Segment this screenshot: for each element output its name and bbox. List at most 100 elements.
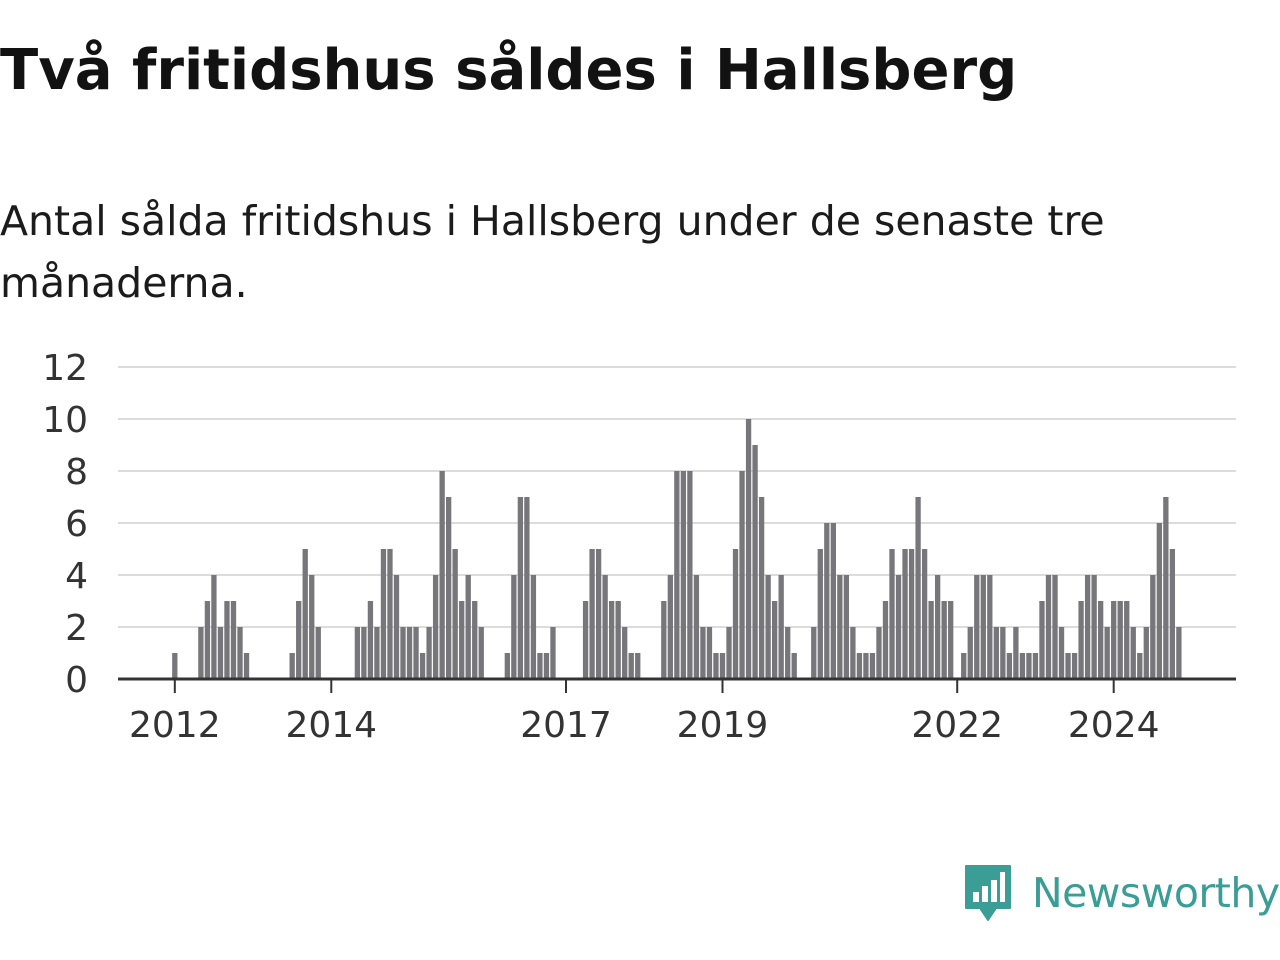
y-tick-label: 12 [42,348,88,389]
bar [1111,601,1117,679]
bar [817,549,823,679]
bar [1006,653,1013,679]
bar [732,549,739,679]
x-tick-label: 2017 [520,705,612,746]
bar [530,575,537,679]
bar [1104,627,1110,679]
bar [595,549,602,679]
bar [687,471,693,679]
bar [309,575,315,679]
bar [850,627,856,679]
bar [667,575,673,679]
bars [172,419,1182,679]
x-tick-label: 2024 [1068,705,1160,746]
bar [856,653,863,679]
bar [661,601,667,679]
bar [609,601,615,679]
bar [674,471,680,679]
bar [843,575,850,679]
bar-chart: 0 2 4 6 8 10 12 2012 2014 2017 2019 2022 2024 2 [42,330,1236,746]
y-tick-label: 4 [65,556,88,597]
bar [1150,575,1156,679]
bar [915,497,921,679]
bar [302,549,308,679]
bar [374,627,380,679]
bar [706,627,713,679]
bar [354,627,361,679]
bar [824,523,830,679]
bar [993,627,999,679]
bar [980,575,986,679]
bar [785,627,791,679]
bar [635,653,641,679]
bar [361,627,367,679]
bar [895,575,902,679]
bar [472,601,478,679]
chart-subtitle: Antal sålda fritidshus i Hallsberg under… [0,197,1105,307]
bar [406,627,413,679]
bar [550,627,556,679]
bar [791,653,797,679]
bar [1117,601,1123,679]
bar [1163,497,1169,679]
bar [615,601,621,679]
bar [602,575,608,679]
bar [172,653,178,679]
bar [1045,575,1052,679]
bar [1078,601,1084,679]
bar [811,627,817,679]
bar [393,575,400,679]
bar [478,627,484,679]
highlight-value-label: 2 [1174,330,1196,339]
bar [772,601,778,679]
bar [465,575,471,679]
bar [941,601,947,679]
bar [1039,601,1045,679]
bar [726,627,732,679]
bar [504,653,510,679]
bar [400,627,406,679]
x-tick-label: 2012 [129,705,221,746]
bar [758,497,765,679]
bar [700,627,706,679]
chart-title: Två fritidshus såldes i Hallsberg [0,38,1018,103]
bar [1019,653,1026,679]
bar [224,601,230,679]
y-tick-label: 8 [65,452,88,493]
brand-logo: Newsworthy [962,862,1280,924]
bar [889,549,895,679]
y-tick-label: 0 [65,660,88,701]
bar [830,523,836,679]
bar [1084,575,1091,679]
brand-name: Newsworthy [1032,869,1280,917]
bar [367,601,374,679]
bar [582,601,589,679]
bar [237,627,243,679]
bar [967,627,973,679]
x-tick-label: 2014 [285,705,377,746]
bar [524,497,530,679]
bar [537,653,543,679]
bar [1137,653,1143,679]
bar [315,627,321,679]
bar [296,601,302,679]
bar [622,627,628,679]
x-tick-label: 2019 [677,705,769,746]
bar [459,601,465,679]
bar [908,549,915,679]
bar [446,497,452,679]
bar [1091,575,1097,679]
bar [1176,627,1182,679]
bar [211,575,217,679]
bar [882,601,889,679]
bar [243,653,250,679]
bar [680,471,687,679]
bar [1026,653,1032,679]
bar [1000,627,1006,679]
y-tick-label: 6 [65,504,88,545]
bar [869,653,876,679]
bar [876,627,882,679]
bar [921,549,928,679]
bar [1065,653,1071,679]
newsworthy-logo-icon [965,865,1011,921]
